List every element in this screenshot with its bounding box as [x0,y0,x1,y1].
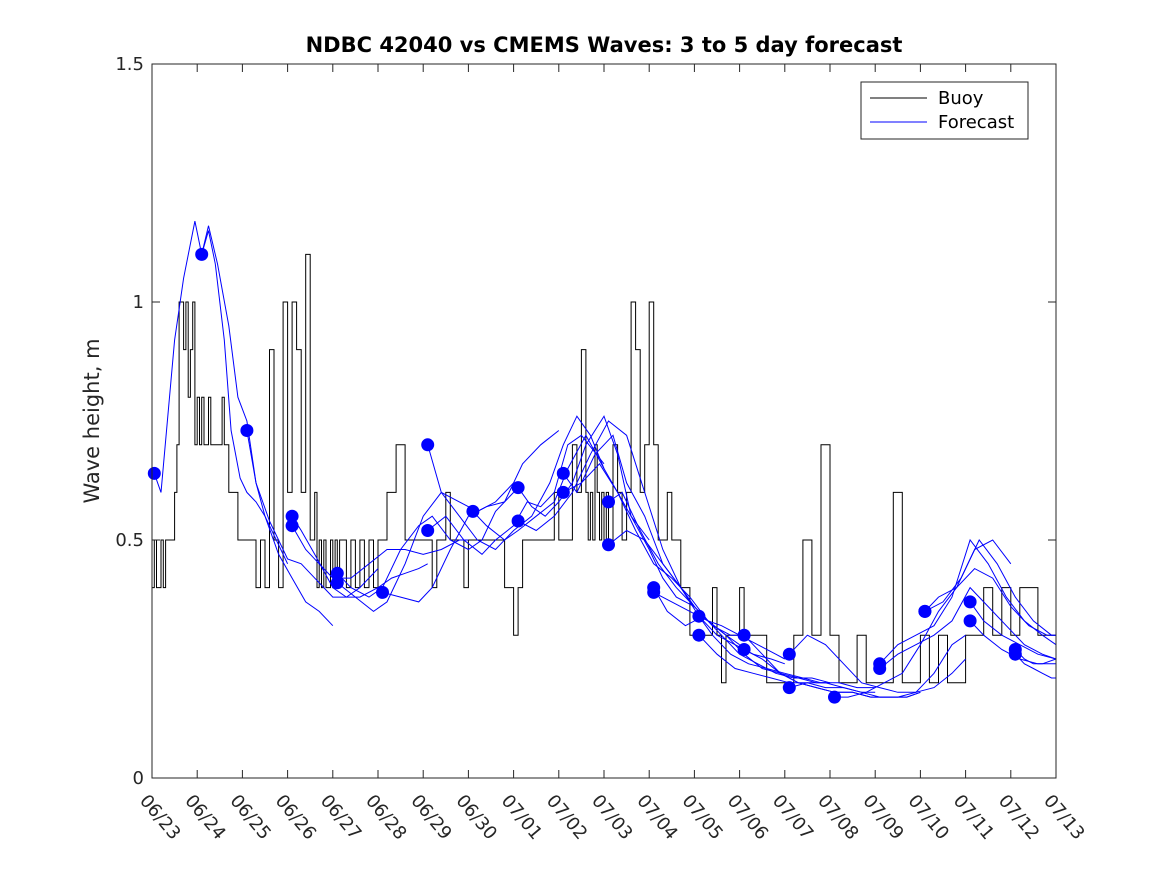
forecast-start-marker [511,514,525,528]
forecast-start-marker [1008,647,1022,661]
forecast-series-line-19 [698,615,876,689]
forecast-start-marker [285,509,299,523]
forecast-series-line-23 [788,634,966,693]
forecast-series-line-28 [924,567,1056,636]
forecast-start-marker [285,519,299,533]
forecast-start-marker [647,585,661,599]
y-tick-label: 0 [133,768,144,789]
forecast-start-marker [602,538,615,552]
forecast-start-marker [692,628,706,642]
forecast-start-marker [737,628,751,642]
legend: Buoy Forecast [860,81,1029,140]
chart-title: NDBC 42040 vs CMEMS Waves: 3 to 5 day fo… [306,33,903,57]
forecast-series-line-4 [291,525,469,579]
forecast-series-line-30 [969,601,1057,660]
forecast-series-line-25 [834,539,1012,698]
forecast-series-line-24 [789,634,966,698]
forecast-start-marker [421,438,435,452]
forecast-start-marker [873,662,887,675]
forecast-series-line-29 [924,539,1056,636]
forecast-start-marker [330,566,344,580]
buoy-series-line [152,253,1056,684]
forecast-series-line-0 [153,220,289,565]
forecast-start-marker [963,595,977,609]
forecast-start-marker [556,466,570,480]
forecast-start-marker [602,495,615,509]
forecast-series-line-27 [879,586,1057,669]
legend-buoy-label: Buoy [938,88,984,109]
legend-forecast-label: Forecast [938,112,1014,133]
forecast-start-marker [828,690,841,704]
y-tick-label: 1 [133,292,144,313]
plot-frame [151,63,1057,779]
forecast-start-marker [556,485,570,499]
forecast-start-marker [963,614,977,628]
forecast-series-line-9 [427,434,605,555]
forecast-series-line-5 [336,492,514,598]
forecast-series-line-26 [879,538,1057,665]
series-layer [147,220,1057,704]
forecast-start-marker [195,247,209,261]
forecast-start-marker [511,481,525,495]
forecast-series-line-7 [382,430,560,603]
legend-box [860,81,1029,140]
forecast-start-marker [421,524,435,537]
forecast-series-line-3 [291,515,428,598]
forecast-start-marker [240,424,254,437]
forecast-start-marker [782,647,796,661]
forecast-start-marker [147,466,161,480]
forecast-series-line-33 [1014,653,1056,679]
forecast-series-line-12 [517,420,695,607]
forecast-start-marker [737,643,751,656]
forecast-start-marker [330,576,344,590]
forecast-start-marker [918,604,932,618]
y-axis-label: Wave height, m [80,338,104,503]
forecast-start-marker [692,609,706,623]
y-tick-label: 0.5 [115,530,144,551]
y-tick-label: 1.5 [115,54,144,75]
plot-area [152,64,1056,778]
forecast-start-marker [782,681,796,695]
forecast-start-marker [376,585,389,599]
forecast-start-marker [466,504,480,518]
forecast-series-line-11 [517,415,695,608]
